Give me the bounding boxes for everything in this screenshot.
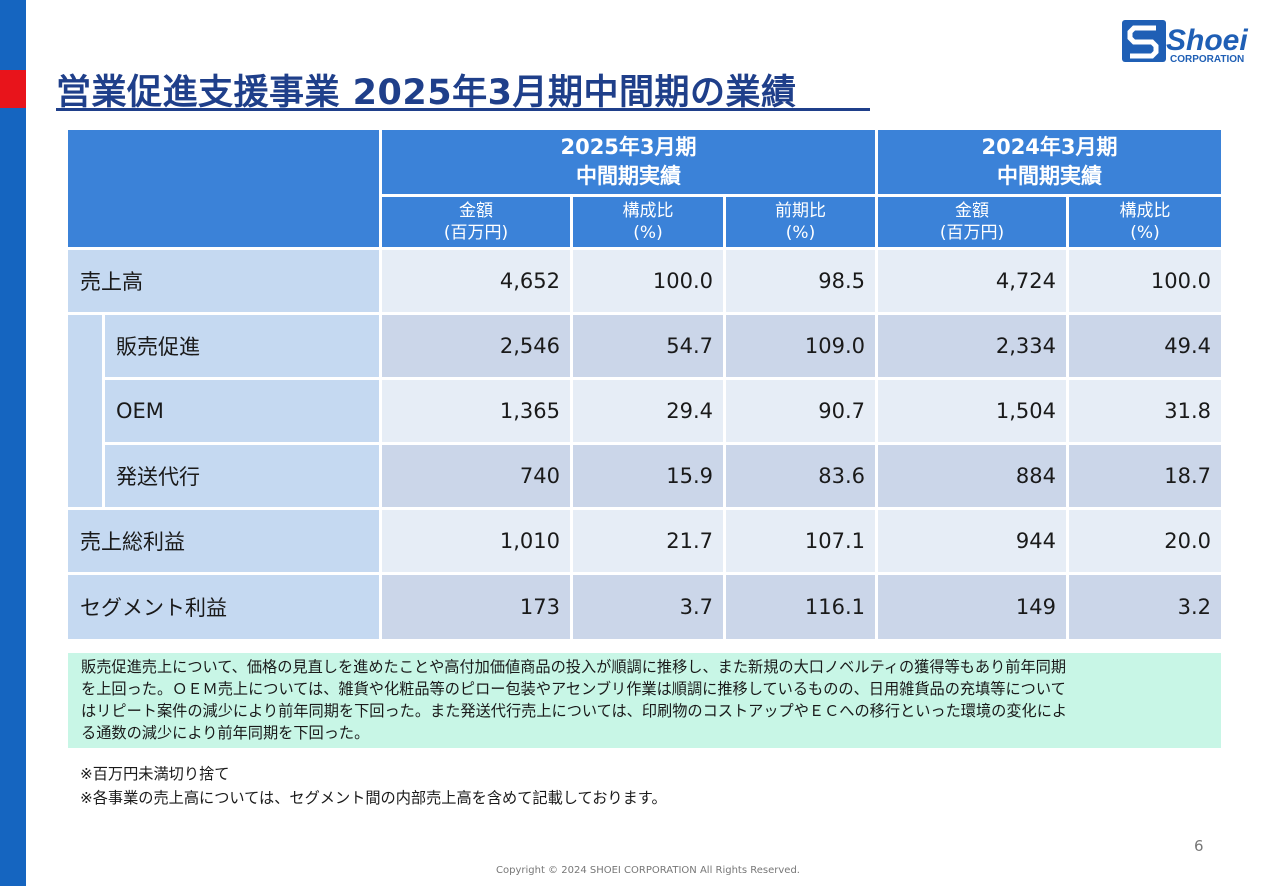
table-cell: 4,652 <box>382 250 570 312</box>
footnote-truncation: ※百万円未満切り捨て <box>80 765 230 783</box>
header-col-yoy-2025: 前期比 (%) <box>726 197 875 247</box>
table-cell: 3.2 <box>1069 575 1221 639</box>
header-group-fy2024-period: 2024年3月期 <box>981 135 1118 159</box>
header-group-fy2025-label: 中間期実績 <box>576 164 681 188</box>
header-col-unit: (百万円) <box>443 223 509 243</box>
page-number: 6 <box>1194 837 1204 855</box>
row-label-gross-profit: 売上総利益 <box>68 510 379 572</box>
header-col-amount-2024: 金額 (百万円) <box>878 197 1066 247</box>
table-cell: 740 <box>382 445 570 507</box>
table-cell: 90.7 <box>726 380 875 442</box>
table-cell: 49.4 <box>1069 315 1221 377</box>
table-cell: 1,365 <box>382 380 570 442</box>
table-cell: 116.1 <box>726 575 875 639</box>
table-cell: 100.0 <box>1069 250 1221 312</box>
header-group-fy2024: 2024年3月期 中間期実績 <box>878 130 1221 194</box>
logo-subtext: CORPORATION <box>1170 54 1244 65</box>
commentary-line: 販売促進売上について、価格の見直しを進めたことや高付加価値商品の投入が順調に推移… <box>81 658 1067 676</box>
side-bar <box>0 0 26 886</box>
commentary-box: 販売促進売上について、価格の見直しを進めたことや高付加価値商品の投入が順調に推移… <box>68 653 1221 748</box>
table-cell: 109.0 <box>726 315 875 377</box>
shoei-logo: Shoei CORPORATION <box>1122 20 1248 65</box>
table-cell: 149 <box>878 575 1066 639</box>
header-col-label: 金額 <box>459 201 493 221</box>
table-cell: 21.7 <box>573 510 723 572</box>
results-table: 2025年3月期 中間期実績 2024年3月期 中間期実績 金額 (百万円) 構… <box>68 130 1221 639</box>
table-cell: 3.7 <box>573 575 723 639</box>
row-label-oem: OEM <box>105 380 379 442</box>
subrow-indent-block <box>68 315 102 507</box>
table-cell: 15.9 <box>573 445 723 507</box>
commentary-line: を上回った。ＯＥＭ売上については、雑貨や化粧品等のピロー包装やアセンブリ作業は順… <box>81 680 1066 698</box>
table-cell: 2,546 <box>382 315 570 377</box>
copyright: Copyright © 2024 SHOEI CORPORATION All R… <box>496 865 800 876</box>
table-cell: 4,724 <box>878 250 1066 312</box>
page-title: 営業促進支援事業 2025年3月期中間期の業績 <box>56 73 797 113</box>
table-cell: 83.6 <box>726 445 875 507</box>
table-cell: 1,010 <box>382 510 570 572</box>
table-cell: 20.0 <box>1069 510 1221 572</box>
side-accent <box>0 70 26 108</box>
table-cell: 54.7 <box>573 315 723 377</box>
table-cell: 107.1 <box>726 510 875 572</box>
header-col-unit: (%) <box>1130 223 1160 243</box>
header-group-fy2025: 2025年3月期 中間期実績 <box>382 130 875 194</box>
header-group-fy2024-label: 中間期実績 <box>997 164 1102 188</box>
table-cell: 18.7 <box>1069 445 1221 507</box>
header-group-fy2025-period: 2025年3月期 <box>560 135 697 159</box>
header-col-label: 金額 <box>955 201 989 221</box>
row-label-shipping-agency: 発送代行 <box>105 445 379 507</box>
header-col-unit: (%) <box>785 223 816 243</box>
header-col-amount-2025: 金額 (百万円) <box>382 197 570 247</box>
header-col-unit: (%) <box>633 223 663 243</box>
table-cell: 2,334 <box>878 315 1066 377</box>
table-cell: 944 <box>878 510 1066 572</box>
header-col-ratio-2025: 構成比 (%) <box>573 197 723 247</box>
header-col-label: 前期比 <box>775 201 826 221</box>
table-cell: 173 <box>382 575 570 639</box>
table-cell: 884 <box>878 445 1066 507</box>
logo-text: Shoei <box>1166 24 1248 57</box>
table-cell: 1,504 <box>878 380 1066 442</box>
commentary-line: る通数の減少により前年同期を下回った。 <box>81 724 370 742</box>
header-corner <box>68 130 379 247</box>
header-col-label: 構成比 <box>1119 201 1171 221</box>
table-cell: 29.4 <box>573 380 723 442</box>
header-col-ratio-2024: 構成比 (%) <box>1069 197 1221 247</box>
footnote-intersegment: ※各事業の売上高については、セグメント間の内部売上高を含めて記載しております。 <box>80 789 667 807</box>
row-label-sales-promotion: 販売促進 <box>105 315 379 377</box>
header-col-label: 構成比 <box>622 201 674 221</box>
table-cell: 100.0 <box>573 250 723 312</box>
table-cell: 98.5 <box>726 250 875 312</box>
table-cell: 31.8 <box>1069 380 1221 442</box>
commentary-line: はリピート案件の減少により前年同期を下回った。また発送代行売上については、印刷物… <box>81 702 1068 720</box>
row-label-net-sales: 売上高 <box>68 250 379 312</box>
row-label-segment-profit: セグメント利益 <box>68 575 379 639</box>
title-underline <box>56 108 870 111</box>
header-col-unit: (百万円) <box>939 223 1005 243</box>
